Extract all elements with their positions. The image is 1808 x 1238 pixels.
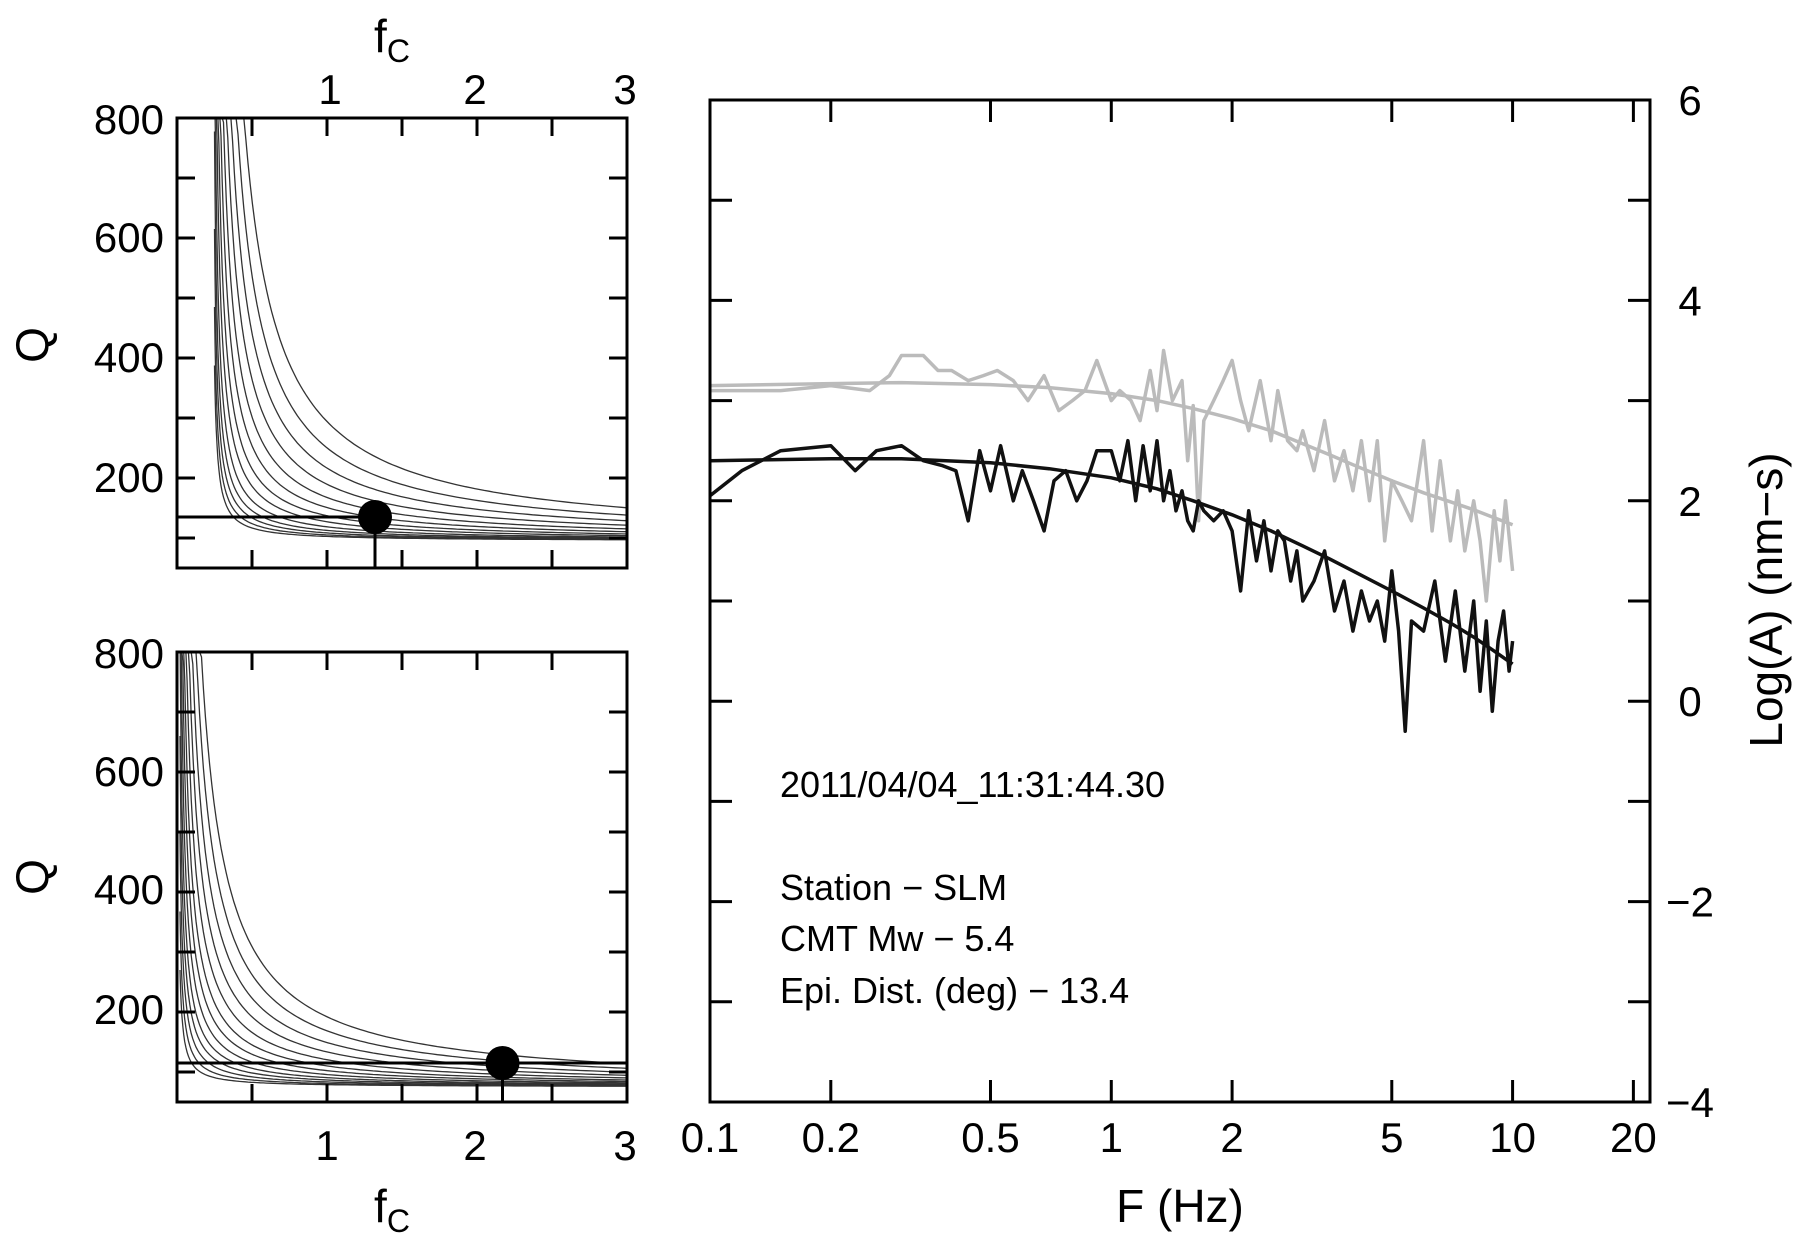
spectrum-y-tick-labels: 6 4 2 0 −2 −4 [1666,77,1714,1126]
top-left-bestfit-marker [358,500,392,534]
spectrum-x-axis-title: F (Hz) [1116,1180,1244,1232]
spectrum-ytick-label: 0 [1678,678,1701,725]
contour-line [213,365,627,541]
bottom-left-ytick-label-200: 200 [94,986,164,1033]
top-left-x-axis-title-sub: C [387,33,410,69]
top-left-x-axis-title-main: f [374,10,387,62]
contour-line [180,651,628,1079]
bottom-left-y-axis-title: Q [6,859,58,895]
spectrum-y-axis-title: Log(A) (nm−s) [1740,452,1792,747]
spectrum-ytick-label: −2 [1666,879,1714,926]
bottom-left-ticks [177,652,627,1102]
contour-line [179,911,627,1087]
spectrum-ytick-label: 4 [1678,277,1701,324]
spectrum-ytick-label: −4 [1666,1079,1714,1126]
spectrum-xtick-label: 0.5 [961,1114,1019,1161]
spectrum-ytick-label: 6 [1678,77,1701,124]
contour-line [214,117,628,538]
contour-line [214,117,628,530]
panel-top-left: 1 2 3 200 400 600 800 Q fC [6,10,637,570]
contour-line [214,117,628,509]
top-left-y-axis-title: Q [6,327,58,363]
bottom-left-bestfit-marker [485,1046,520,1080]
annotation-distance: Epi. Dist. (deg) − 13.4 [780,970,1129,1011]
bottom-left-xtick-label-3: 3 [613,1122,636,1169]
spectrum-xtick-label: 1 [1100,1114,1123,1161]
spectrum-xtick-label: 20 [1610,1114,1657,1161]
annotation-station: Station − SLM [780,867,1007,908]
bottom-left-x-axis-title-sub: C [387,1203,410,1238]
black-model-fit [709,456,1514,666]
bottom-left-ytick-label-400: 400 [94,866,164,913]
spectrum-xtick-label: 10 [1489,1114,1536,1161]
top-left-contours [213,117,628,541]
bottom-left-contours [179,651,628,1087]
contour-line [214,117,628,526]
annotation-datetime: 2011/04/04_11:31:44.30 [780,764,1165,805]
contour-line [214,117,628,522]
bottom-left-ytick-label-800: 800 [94,630,164,677]
contour-line [180,651,628,1081]
top-left-xtick-label-1: 1 [318,66,341,113]
spectrum-xtick-label: 0.1 [681,1114,739,1161]
bottom-left-frame [175,650,629,1104]
gray-model-fit [709,380,1514,527]
contour-line [180,651,628,1076]
top-left-xtick-label-2: 2 [463,66,486,113]
spectrum-xtick-label: 2 [1220,1114,1243,1161]
contour-line [180,651,628,1065]
contour-line [180,651,628,1073]
black-observed-spectrum [708,438,1515,734]
contour-line [214,117,628,516]
top-left-frame [175,116,629,570]
contour-line [213,228,627,540]
contour-line [214,117,628,535]
top-left-ticks [177,118,627,568]
spectrum-xtick-label: 5 [1380,1114,1403,1161]
spectrum-x-tick-labels: 0.1 0.2 0.5 1 2 5 10 20 [681,1114,1657,1161]
spectrum-xtick-label: 0.2 [802,1114,860,1161]
contour-line [214,117,627,537]
contour-line [180,651,628,1069]
bottom-left-x-axis-title-main: f [374,1180,387,1232]
spectrum-series [708,348,1515,734]
contour-line [213,306,627,540]
contour-line [179,735,628,1086]
spectrum-ticks [708,100,1650,1102]
top-left-ytick-label-400: 400 [94,334,164,381]
bottom-left-x-axis-title: fC [374,1180,410,1238]
contour-line [214,117,628,533]
annotation-magnitude: CMT Mw − 5.4 [780,918,1014,959]
spectrum-ytick-label: 2 [1678,478,1701,525]
spectrum-frame [708,98,1652,1104]
top-left-ytick-label-600: 600 [94,214,164,261]
top-left-ytick-label-800: 800 [94,96,164,143]
top-left-x-axis-title: fC [374,10,410,69]
contour-line [180,651,627,1084]
top-left-ytick-label-200: 200 [94,454,164,501]
bottom-left-ytick-label-600: 600 [94,748,164,795]
contour-line [179,833,627,1086]
gray-observed-spectrum [710,348,1515,603]
contour-line [179,651,628,1085]
panel-bottom-left: 1 2 3 200 400 600 800 Q fC [6,630,637,1238]
contour-line [180,651,627,1083]
bottom-left-xtick-label-1: 1 [315,1122,338,1169]
contour-line [213,131,627,539]
top-left-xtick-label-3: 3 [613,66,636,113]
bottom-left-xtick-label-2: 2 [463,1122,486,1169]
